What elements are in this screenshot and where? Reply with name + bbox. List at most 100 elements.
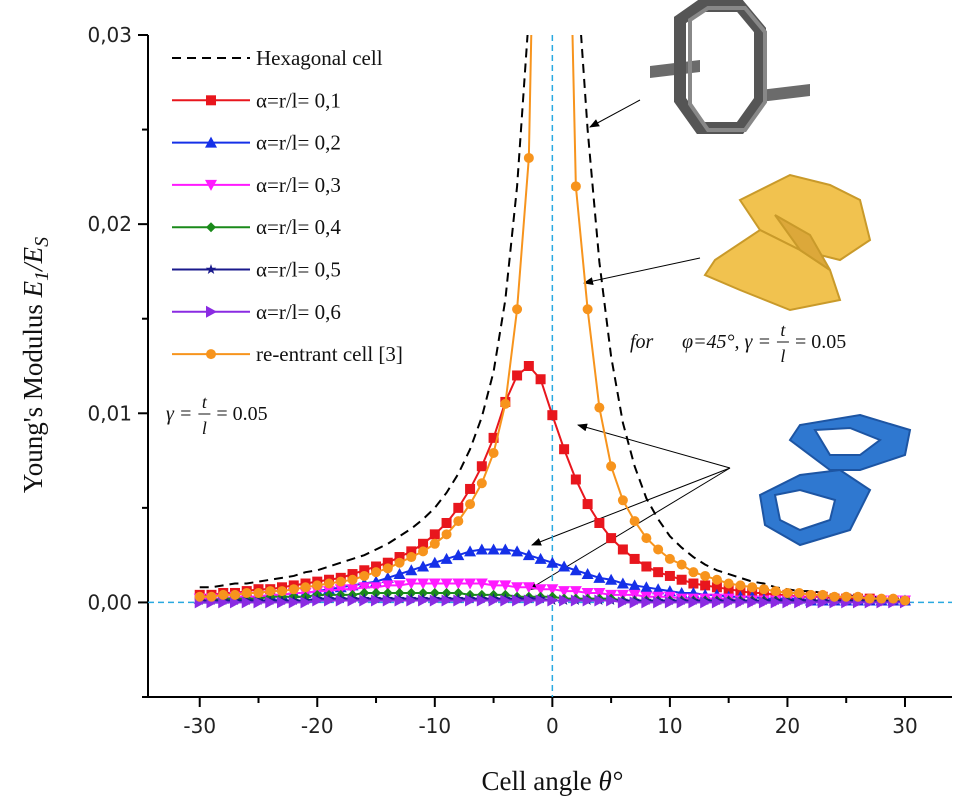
marker [546,556,559,568]
marker [688,596,700,609]
marker [606,594,618,607]
marker [817,596,829,609]
x-axis-title: Cell angle θ° [481,766,622,796]
marker [758,584,769,595]
marker [605,573,618,585]
marker [487,543,500,555]
marker [406,546,417,557]
marker [617,495,628,506]
marker [535,374,546,385]
x-tick-label: 30 [892,714,917,738]
marker [594,594,606,607]
legend-marker [206,95,216,106]
legend-label: α=r/l= 0,4 [256,215,341,239]
marker [418,546,429,557]
marker [382,587,393,598]
marker [418,594,430,607]
legend-label: α=r/l= 0,5 [256,258,341,282]
annotation-denominator: l [780,346,785,366]
marker [758,596,770,609]
marker [841,591,852,602]
marker [394,587,405,598]
marker [499,580,512,592]
legend-marker [206,349,216,360]
annotation-text: = 0.05 [795,331,846,353]
marker [558,560,571,572]
marker [653,596,665,609]
marker [641,596,653,609]
marker [500,398,511,409]
marker [475,543,488,555]
marker [641,561,652,572]
marker [558,586,571,598]
marker [288,584,299,595]
marker [324,594,336,607]
legend-label: α=r/l= 0,3 [256,173,341,197]
y-tick-label: 0,00 [87,590,132,614]
marker [476,461,487,472]
x-tick-label: 0 [546,714,559,738]
y-tick-label: 0,01 [87,401,132,425]
annotation-text: φ=45°, γ = [682,331,771,353]
marker [428,556,441,568]
marker [593,587,606,599]
marker [277,596,288,609]
marker [582,304,593,315]
marker [241,596,253,609]
marker [428,578,441,590]
marker [381,580,394,592]
legend-label: Hexagonal cell [256,46,383,70]
marker [277,586,287,597]
legend-label: α=r/l= 0,6 [256,300,341,324]
marker [206,591,217,602]
marker [723,584,734,595]
y-label-text: Young's Modulus [18,304,48,493]
marker [394,594,406,607]
marker [570,181,581,192]
marker [747,596,759,609]
marker [265,586,276,597]
marker [359,594,371,607]
marker [300,596,312,609]
marker [218,589,229,600]
marker [899,595,910,606]
x-tick-label: -10 [418,714,451,738]
marker [418,587,429,598]
marker [794,596,806,609]
x-label-text: Cell angle [481,766,591,796]
marker [534,552,547,564]
marker [265,596,277,609]
y-label-math: 1 [31,271,53,281]
marker [770,596,782,609]
legend-label: α=r/l= 0,1 [256,88,341,112]
marker [452,578,465,590]
arrow [577,423,731,469]
marker [335,594,347,607]
marker [700,580,711,591]
marker [512,594,524,607]
legend-label: re-entrant cell [3] [256,342,403,366]
marker [300,582,311,593]
marker [570,594,582,607]
marker [464,578,477,590]
x-tick-label: -20 [301,714,334,738]
marker [652,583,665,595]
marker [241,587,252,598]
marker [453,587,464,598]
marker [559,594,571,607]
marker [229,596,241,609]
marker [641,533,652,544]
legend-marker [205,136,217,148]
marker [417,560,430,572]
marker [371,587,382,598]
marker [888,593,899,604]
marker [441,594,453,607]
legend-marker [205,179,217,191]
marker [523,594,535,607]
annotation-numerator: t [780,320,786,340]
marker [617,596,629,609]
marker [429,587,440,598]
arrow [527,467,731,591]
marker [441,529,452,540]
